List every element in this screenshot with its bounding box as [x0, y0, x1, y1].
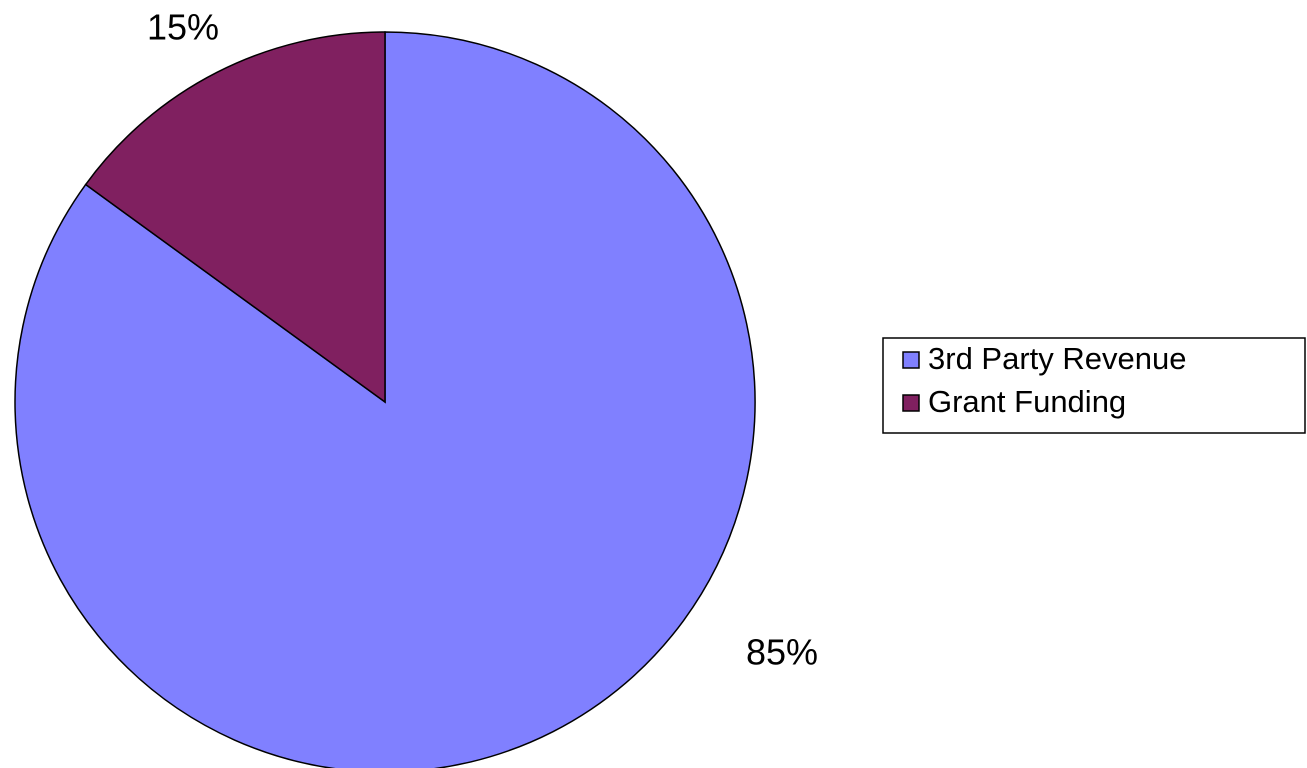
- legend: 3rd Party Revenue Grant Funding: [902, 341, 1186, 419]
- data-label: 15%: [147, 7, 219, 48]
- legend-label: Grant Funding: [928, 384, 1126, 419]
- pie-slice: [84, 31, 386, 404]
- legend-swatch: [902, 351, 920, 369]
- legend-box: [882, 337, 1306, 434]
- legend-swatch: [902, 394, 920, 412]
- pie: [14, 31, 756, 768]
- data-label: 85%: [746, 632, 818, 673]
- legend-label: 3rd Party Revenue: [928, 341, 1186, 376]
- pie-slice: [14, 31, 756, 768]
